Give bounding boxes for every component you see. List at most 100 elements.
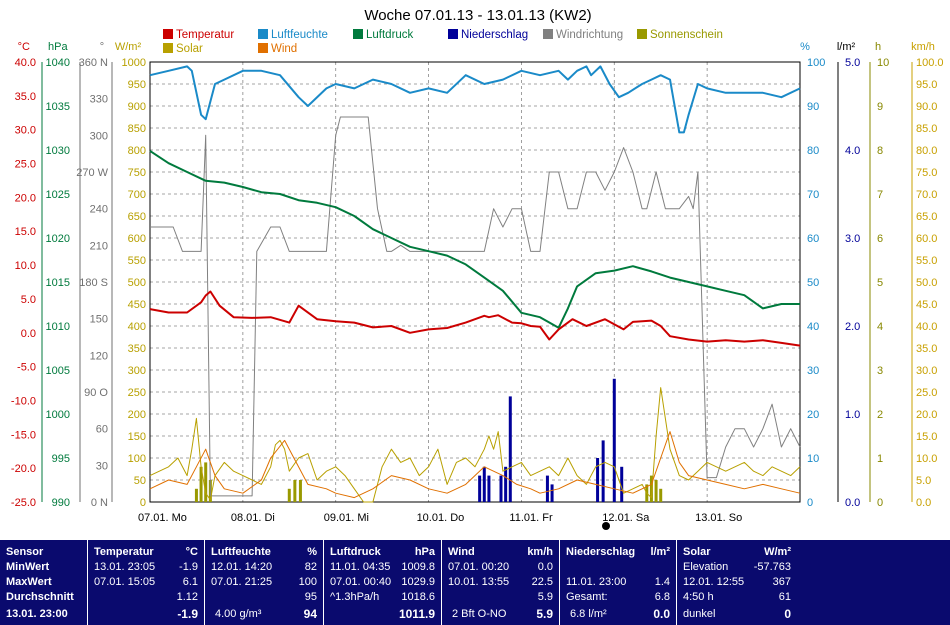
legend-swatch-1 [258,29,268,39]
pres-min-time: 11.01. 04:35 [330,561,391,573]
legend-label-0: Temperatur [176,29,234,41]
tick-dir: 150 [90,314,108,326]
pres-min-value: 1009.8 [401,561,435,573]
hum-avg-value: 95 [304,591,317,603]
hum-max-time: 07.01. 21:25 [211,576,273,588]
tick-pres: 1030 [46,145,70,157]
x-label-0: 07.01. Mo [138,512,187,524]
plot-frame [149,61,801,503]
axis-head-hum: % [800,41,810,53]
series-solar [149,387,801,503]
hum-min-value: 82 [304,561,317,573]
wind-min-time: 07.01. 00:20 [448,561,510,573]
solar-unit: W/m² [764,546,791,558]
solar-status: dunkel [683,608,716,620]
tick-dir: 0 N [91,497,108,509]
wind-header: Wind [448,546,475,558]
rain-total-label: Gesamt: [566,591,608,603]
tick-dir: 30 [96,460,108,472]
legend-label-5: Sonnenschein [650,29,723,41]
rain-sum: 6.8 l/m² [570,608,607,620]
tick-sun: 5 [877,277,883,289]
hum-header: Luftfeuchte [211,546,271,558]
tick-dir: 210 [90,240,108,252]
bar-sonnenschein [287,488,291,502]
tick-pres: 1010 [46,321,70,333]
wind-min-value: 0.0 [537,561,553,573]
rain-total-value: 6.8 [654,591,670,603]
hum-absolute: 4.00 g/m³ [215,608,262,620]
tick-temp: 25.0 [15,159,36,171]
line-marks [149,65,801,503]
tick-dir: 270 W [76,167,108,179]
tick-pres: 1040 [46,57,70,69]
tick-rain: 5.0 [845,57,860,69]
tick-hum: 90 [807,101,819,113]
x-label-3: 10.01. Do [417,512,465,524]
bar-sonnenschein [293,480,297,502]
tick-pres: 1005 [46,365,70,377]
bar-sonnenschein [204,462,208,502]
pres-header: Luftdruck [330,546,381,558]
tick-pres: 1020 [46,233,70,245]
rain-max-time: 11.01. 23:00 [566,576,627,588]
hum-max-value: 100 [298,576,317,588]
tick-temp: 20.0 [15,192,36,204]
legend-swatch-4 [543,29,553,39]
tick-dir: 180 S [79,277,108,289]
tick-wind: 95.0 [916,79,937,91]
tick-pres: 990 [52,497,70,509]
pres-unit: hPa [414,546,435,558]
legend-swatch-7 [258,43,268,53]
col-niederschlag: Niederschlag l/m² 11.01. 23:00 1.4 Gesam… [560,540,677,625]
tick-sun: 3 [877,365,883,377]
tick-sun: 7 [877,189,883,201]
tick-wind: 90.0 [916,101,937,113]
tick-rain: 2.0 [845,321,860,333]
solar-max-time: 12.01. 12:55 [683,576,745,588]
axis-head-rain: l/m² [837,41,856,53]
tick-wind: 55.0 [916,255,937,267]
tick-hum: 0 [807,497,813,509]
tick-temp: -5.0 [17,362,36,374]
tick-dir: 300 [90,130,108,142]
tick-wind: 30.0 [916,365,937,377]
tick-solar: 450 [128,299,146,311]
tick-wind: 0.0 [916,497,931,509]
bar-niederschlag [504,466,508,502]
solar-elev-label: Elevation [683,561,729,573]
bar-niederschlag [550,484,554,502]
tick-solar: 250 [128,387,146,399]
tick-sun: 4 [877,321,883,333]
tick-sun: 9 [877,101,883,113]
legend-swatch-6 [163,43,173,53]
bar-niederschlag [620,466,624,502]
tick-temp: 30.0 [15,125,36,137]
tick-wind: 40.0 [916,321,937,333]
tick-dir: 330 [90,94,108,106]
temp-current: -1.9 [177,607,198,621]
tick-solar: 400 [128,321,146,333]
tick-hum: 40 [807,321,819,333]
legend-swatch-0 [163,29,173,39]
tick-temp: 10.0 [15,260,36,272]
wind-max-value: 22.5 [531,576,553,588]
tick-rain: 3.0 [845,233,860,245]
series-windrichtung [150,116,801,497]
legend-swatch-3 [448,29,458,39]
bar-sonnenschein [654,480,658,502]
legend-swatch-2 [353,29,363,39]
axis-heads: °C hPa ° W/m²% l/m² h km/h [18,41,935,53]
tick-wind: 25.0 [916,387,937,399]
tick-wind: 10.0 [916,453,937,465]
rain-max-value: 1.4 [654,576,670,588]
tick-rain: 4.0 [845,145,860,157]
bar-niederschlag [482,466,486,502]
axis-head-temp: °C [18,41,30,53]
legend-label-3: Niederschlag [461,29,528,41]
temp-max-time: 07.01. 15:05 [94,576,156,588]
legend-label-6: Solar [176,43,203,55]
avg-label: Durchschnitt [6,591,74,603]
axis-head-sun: h [875,41,881,53]
tick-temp: 40.0 [15,57,36,69]
